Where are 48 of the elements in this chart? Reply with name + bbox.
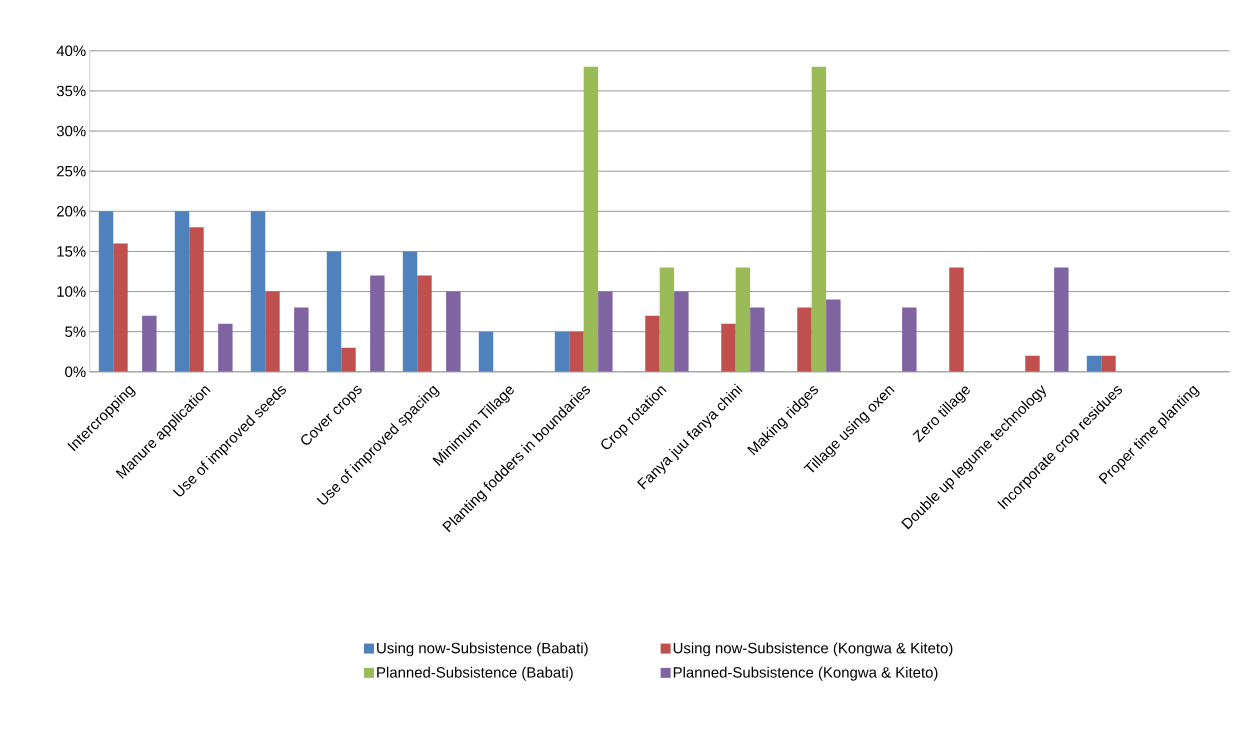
bar <box>250 211 266 372</box>
y-tick-label: 40% <box>56 45 86 57</box>
y-tick-label: 25% <box>57 165 86 177</box>
bar <box>417 275 432 372</box>
bar <box>659 267 675 372</box>
bar <box>902 307 917 372</box>
y-tick-label: 20% <box>57 206 86 217</box>
bar <box>218 323 233 372</box>
bar <box>721 323 736 372</box>
bar <box>1086 355 1102 372</box>
bar <box>598 291 613 372</box>
bar <box>98 211 114 372</box>
legend-label: Using now-Subsistence (Kongwa & Kiteto) <box>673 642 953 657</box>
bar <box>735 267 751 372</box>
bar <box>750 307 765 372</box>
bar <box>402 251 418 372</box>
bar <box>189 227 204 372</box>
bar <box>674 291 689 372</box>
y-tick-label: 35% <box>56 85 86 97</box>
bar <box>174 211 190 372</box>
bar <box>811 66 827 372</box>
bar <box>554 331 570 372</box>
y-tick-label: 30% <box>56 125 86 137</box>
y-tick-label: 15% <box>57 246 86 257</box>
bar <box>1054 267 1069 372</box>
bar <box>1025 355 1040 372</box>
bar <box>826 299 841 372</box>
y-tick-label: 10% <box>57 286 86 297</box>
bar <box>142 315 157 372</box>
bar <box>797 307 812 372</box>
bar <box>949 267 964 372</box>
y-tick-label: 5% <box>65 326 86 337</box>
bar <box>478 331 494 372</box>
legend-label: Using now-Subsistence (Babati) <box>377 642 588 657</box>
bar <box>583 66 599 372</box>
bar <box>569 331 584 372</box>
bar <box>294 307 309 372</box>
bar <box>645 315 660 372</box>
bar <box>370 275 385 372</box>
bar <box>113 243 128 372</box>
bar <box>341 347 356 372</box>
y-tick-label: 0% <box>65 366 86 378</box>
bar <box>446 291 461 372</box>
bar <box>1101 355 1116 372</box>
bar <box>265 291 280 372</box>
legend-label: Planned-Subsistence (Babati) <box>377 666 573 681</box>
bar <box>326 251 342 372</box>
legend-label: Planned-Subsistence (Kongwa & Kiteto) <box>673 666 938 681</box>
